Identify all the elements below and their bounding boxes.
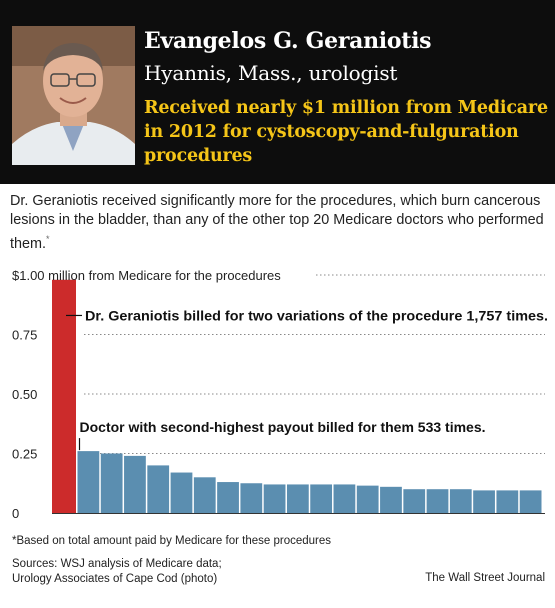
bar [380, 486, 402, 513]
bar-chart: 0 0.25 0.50 0.75 $1.00 million from Medicare… [12, 268, 548, 521]
annotation-text: Dr. Geraniotis billed for two variations… [85, 307, 548, 323]
doctor-name: Evangelos G. Geraniotis [144, 28, 432, 54]
portrait-photo [12, 26, 135, 165]
footnote: *Based on total amount paid by Medicare … [12, 535, 331, 547]
bar [147, 465, 170, 513]
chart-ylabel: $1.00 million from Medicare for the proc… [12, 268, 281, 283]
header-panel: Evangelos G. Geraniotis Hyannis, Mass., … [0, 0, 555, 184]
bar [496, 490, 519, 513]
chart-grid [84, 274, 545, 454]
y-tick-label: 0.25 [12, 447, 37, 462]
publisher-credit: The Wall Street Journal [425, 572, 545, 584]
sources-line-1: Sources: WSJ analysis of Medicare data; [12, 558, 222, 570]
chart-axis: 0 0.25 0.50 0.75 $1.00 million from Medicare… [12, 268, 545, 521]
headline: Received nearly $1 million from Medicare… [144, 98, 548, 166]
bar [263, 484, 286, 513]
bar [124, 455, 146, 513]
y-tick-label: 0.75 [12, 328, 37, 343]
chart-annotations: Dr. Geraniotis billed for two variations… [66, 307, 548, 451]
bar [449, 489, 472, 513]
bar [100, 453, 123, 513]
bar [310, 484, 333, 513]
bar [403, 489, 426, 513]
bar [519, 490, 542, 513]
bar [170, 472, 193, 513]
bar [193, 477, 216, 513]
doctor-location: Hyannis, Mass., urologist [144, 61, 398, 85]
chart-bars [52, 279, 542, 513]
sources: Sources: WSJ analysis of Medicare data; … [12, 557, 222, 587]
bar [426, 489, 449, 513]
bar-highlight [52, 279, 76, 513]
bar [333, 484, 356, 513]
intro-footnote-mark: * [46, 234, 50, 244]
bar [240, 483, 263, 513]
y-tick-label: 0 [12, 506, 19, 521]
bar [217, 482, 239, 513]
y-tick-label: 0.50 [12, 387, 37, 402]
annotation-text: Doctor with second-highest payout billed… [80, 419, 486, 435]
bar [356, 485, 379, 513]
bar [77, 451, 100, 513]
intro-text: Dr. Geraniotis received significantly mo… [10, 193, 544, 252]
sources-line-2: Urology Associates of Cape Cod (photo) [12, 573, 218, 585]
bar [473, 490, 495, 513]
bar [286, 484, 309, 513]
intro-paragraph: Dr. Geraniotis received significantly mo… [10, 192, 550, 254]
